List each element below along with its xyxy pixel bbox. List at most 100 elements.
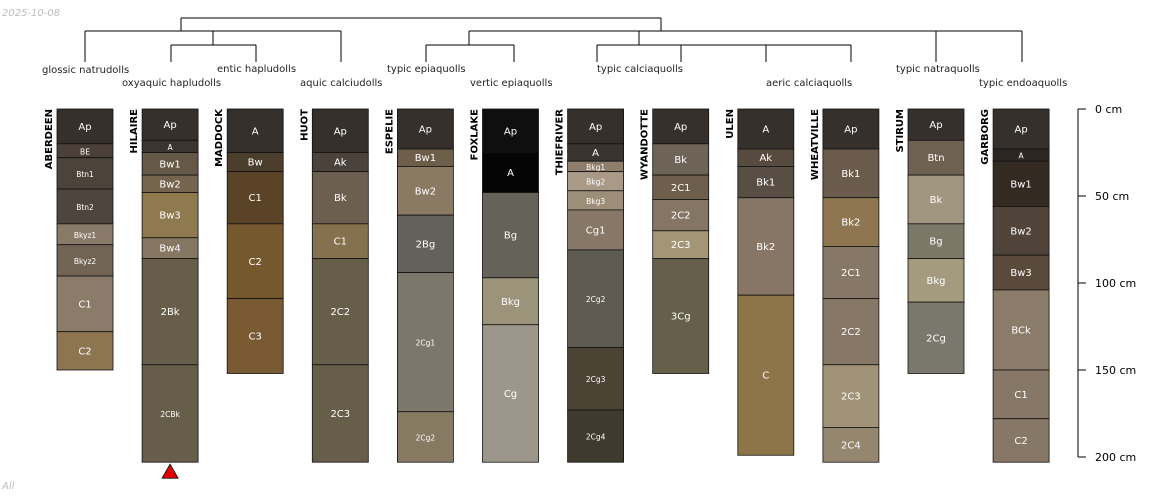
horizon-garborg-6 xyxy=(992,369,1050,420)
horizon-label: Bkyz2 xyxy=(74,257,97,266)
horizon-label: 2Bk xyxy=(161,307,180,318)
horizon-label: 2C4 xyxy=(841,440,861,451)
horizon-espelie-4 xyxy=(396,272,454,413)
horizon-label: Bw1 xyxy=(159,159,180,170)
horizon-label: Ap xyxy=(504,126,517,137)
horizon-huot-0 xyxy=(311,108,369,153)
horizon-label: 2Cg2 xyxy=(586,295,606,304)
horizon-ulen-3 xyxy=(737,197,795,296)
horizon-ulen-2 xyxy=(737,166,795,199)
profile-name: STIRUM xyxy=(895,109,906,153)
profile-name: WHEATVILLE xyxy=(810,109,821,180)
horizon-label: Ap xyxy=(419,125,432,136)
horizon-label: Bk1 xyxy=(841,169,860,180)
profile-name: ESPELIE xyxy=(384,109,395,154)
horizon-label: Ak xyxy=(334,158,347,169)
horizon-label: Bk1 xyxy=(756,178,775,189)
horizon-thiefriver-6 xyxy=(567,249,624,348)
horizon-label: Cg xyxy=(504,389,517,400)
horizon-label: 2C1 xyxy=(671,183,691,194)
horizon-huot-3 xyxy=(311,223,369,260)
horizon-wyandotte-2 xyxy=(652,174,710,200)
profile-name: HUOT xyxy=(299,109,310,141)
profile-thiefriver: Ap A Bkg1 Bkg2 Bkg3 Cg1 2Cg2 2Cg3 2Cg4 THIEFRIVER… xyxy=(555,64,683,463)
horizon-label: Bw1 xyxy=(1010,179,1031,190)
horizon-label: BE xyxy=(80,147,90,156)
horizon-label: 2C2 xyxy=(671,211,691,222)
horizon-label: 2C2 xyxy=(330,307,350,318)
horizon-label: Bk2 xyxy=(756,242,775,253)
horizon-label: 2Bg xyxy=(416,239,436,250)
horizon-label: 2Cg1 xyxy=(416,339,436,348)
horizon-label: 2C3 xyxy=(671,240,691,251)
profile-name: MADDOCK xyxy=(214,108,225,167)
dendrogram xyxy=(84,17,1023,62)
profile-name: ULEN xyxy=(725,109,736,139)
horizon-stirum-5 xyxy=(907,301,965,374)
depth-tick-label: 50 cm xyxy=(1095,190,1129,203)
horizon-label: Ap xyxy=(163,120,176,131)
horizon-aberdeen-2 xyxy=(56,157,114,190)
horizon-label: C2 xyxy=(249,257,262,268)
horizon-ulen-4 xyxy=(737,294,795,456)
horizon-wheatville-4 xyxy=(822,298,880,366)
taxon-label: entic hapludolls xyxy=(217,64,296,75)
profile-name: WYANDOTTE xyxy=(640,109,651,180)
horizon-label: Btn xyxy=(927,153,944,164)
horizon-label: Bk xyxy=(334,193,347,204)
horizon-label: A xyxy=(592,148,599,159)
horizon-label: Ap xyxy=(589,122,602,133)
depth-axis: 0 cm 50 cm 100 cm 150 cm 200 cm xyxy=(1077,103,1136,464)
horizon-ulen-0 xyxy=(737,108,795,150)
horizon-stirum-4 xyxy=(907,258,965,303)
horizon-foxlake-2 xyxy=(482,192,539,279)
taxon-label: aeric calciaquolls xyxy=(766,78,852,89)
profile-name: ABERDEEN xyxy=(44,109,55,169)
horizon-label: C1 xyxy=(249,193,262,204)
horizon-label: Bkg1 xyxy=(586,163,605,172)
taxon-label: typic natraquolls xyxy=(896,64,980,75)
horizon-huot-4 xyxy=(311,258,369,366)
horizon-thiefriver-0 xyxy=(567,108,624,145)
horizon-espelie-5 xyxy=(396,411,454,463)
horizon-maddock-2 xyxy=(226,171,284,225)
horizon-label: C2 xyxy=(78,346,91,357)
horizon-label: Bw2 xyxy=(1010,226,1031,237)
horizon-label: Ap xyxy=(78,122,91,133)
horizon-label: Ap xyxy=(844,125,857,136)
horizon-aberdeen-0 xyxy=(56,108,114,145)
horizon-stirum-3 xyxy=(907,223,965,260)
profile-foxlake: Ap A Bg Bkg Cg FOXLAKE vertic epiaquolls xyxy=(470,78,553,463)
horizon-label: 2C3 xyxy=(841,392,861,403)
horizon-wyandotte-1 xyxy=(652,143,710,176)
horizon-label: A xyxy=(252,126,259,137)
profile-hilaire: Ap A Bw1 Bw2 Bw3 Bw4 2Bk 2CBk HILAIRE oxyaquic ha… xyxy=(122,78,221,479)
horizon-label: Bk xyxy=(674,155,687,166)
horizon-foxlake-1 xyxy=(482,152,539,193)
horizon-label: Ap xyxy=(929,120,942,131)
horizon-aberdeen-5 xyxy=(56,244,114,277)
horizon-label: 2Cg2 xyxy=(416,433,436,442)
horizon-label: Ak xyxy=(759,153,772,164)
horizon-hilaire-6 xyxy=(141,258,199,366)
horizon-label: 2CBk xyxy=(160,410,180,419)
horizon-stirum-1 xyxy=(907,139,965,176)
horizon-label: Btn1 xyxy=(76,170,94,179)
horizon-label: 2C2 xyxy=(841,327,861,338)
horizon-label: Bw3 xyxy=(1010,268,1031,279)
horizon-label: Bw xyxy=(248,158,263,169)
horizon-label: C1 xyxy=(1014,390,1027,401)
horizon-huot-5 xyxy=(311,364,369,463)
horizon-hilaire-0 xyxy=(141,108,199,141)
horizon-label: Bkyz1 xyxy=(74,231,97,240)
horizon-label: Bkg2 xyxy=(586,178,605,187)
horizon-espelie-3 xyxy=(396,214,454,273)
horizon-label: Ap xyxy=(1014,125,1027,136)
horizon-espelie-0 xyxy=(396,108,454,150)
horizon-label: Cg1 xyxy=(586,225,606,236)
horizon-wheatville-6 xyxy=(822,427,880,463)
horizon-wyandotte-3 xyxy=(652,199,710,232)
horizon-label: Bk xyxy=(930,195,943,206)
horizon-foxlake-3 xyxy=(482,277,539,326)
